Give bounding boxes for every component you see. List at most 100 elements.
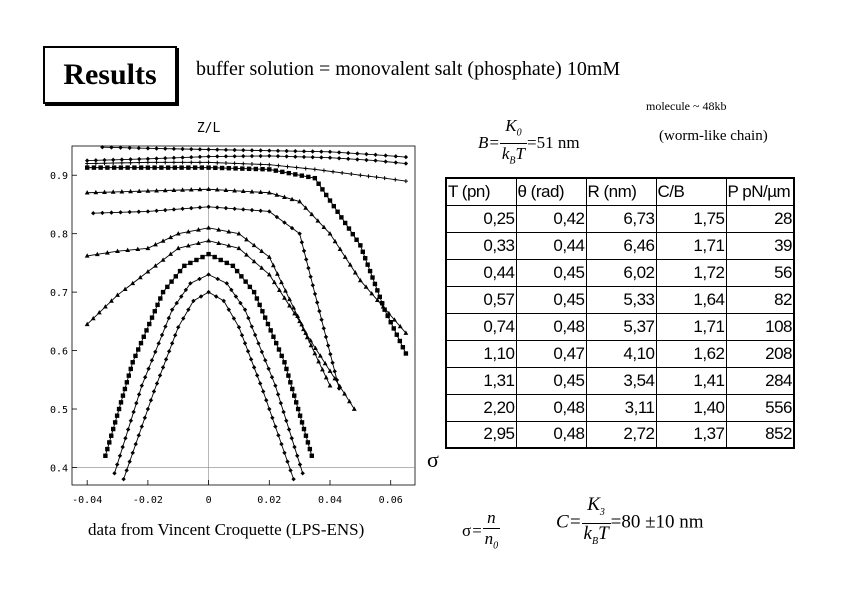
data-point [258,153,263,159]
y-tick-label: 0.7 [50,288,68,299]
data-point [232,188,238,193]
data-point [163,155,168,161]
data-point [117,453,123,458]
data-point [137,274,143,280]
data-point [278,400,284,406]
data-point [94,251,100,257]
data-point [226,243,232,248]
data-point [197,160,202,165]
data-point [271,279,277,285]
data-point [263,358,268,363]
data-point [120,444,125,450]
data-point [163,207,168,213]
data-point [145,146,151,151]
sigma-axis-label: σ [427,447,439,472]
data-point [110,157,116,163]
data-point [93,158,99,163]
data-point [102,161,107,166]
data-point [352,270,358,275]
data-point [288,468,293,473]
data-point [249,324,254,329]
data-point [206,204,211,209]
data-point [102,157,107,163]
data-point [273,340,279,346]
table-cell: 1,41 [655,366,727,395]
series-line [87,188,407,334]
data-point [285,164,290,169]
data-point [373,158,378,163]
data-point [233,294,239,299]
data-point [392,317,397,322]
data-point [230,263,236,269]
data-point [251,242,257,248]
data-point [259,349,265,355]
data-point [373,152,378,157]
data-point [267,167,272,172]
table-cell: 39 [725,231,795,260]
data-point [223,205,229,211]
data-point [297,231,302,236]
data-point [286,170,292,176]
data-point [347,398,352,404]
data-point [247,284,253,290]
model-note: (worm-like chain) [659,128,768,144]
data-point [380,301,385,306]
data-point [128,160,133,165]
data-point [121,476,126,482]
data-point [308,342,314,348]
data-point [98,165,103,170]
data-point [93,189,99,195]
data-point [206,238,211,243]
data-point [292,393,297,398]
data-point [295,453,300,458]
data-point [266,366,271,371]
data-point [169,341,175,346]
data-point [322,360,328,366]
data-point [119,160,124,165]
table-cell: 1,31 [445,366,517,395]
data-point [169,307,175,312]
data-point [403,154,409,160]
data-point [234,268,240,274]
data-point [283,288,288,293]
data-point [136,392,142,397]
data-point [160,289,166,295]
data-point [385,313,390,319]
data-point [154,208,159,213]
data-point [137,160,142,165]
data-point [245,349,251,354]
data-point [232,147,237,153]
data-point [355,157,360,162]
table-cell: 852 [725,420,795,449]
data-point [320,366,325,372]
data-point [107,440,112,445]
data-point [305,440,311,445]
x-tick-label: -0.04 [72,495,102,506]
header-theta: θ (rad) [515,177,587,206]
data-point [128,188,133,194]
data-point [180,146,185,152]
data-point [189,160,194,165]
data-point [374,175,379,180]
data-point [194,257,199,263]
data-point [173,333,178,338]
data-point [242,341,248,346]
data-point [105,250,110,255]
data-point [339,215,344,220]
data-point [118,400,124,405]
data-point [109,433,114,438]
data-point [383,159,388,164]
data-point [91,165,97,170]
buffer-subtitle: buffer solution = monovalent salt (phosp… [196,58,621,80]
data-point [238,300,243,306]
table-cell: 108 [725,312,795,341]
data-point [189,154,194,160]
data-point [273,424,278,429]
data-point [133,441,138,447]
data-point [118,210,123,215]
data-point [242,307,248,312]
data-point [267,148,272,153]
data-point [328,351,333,357]
data-point [360,249,365,254]
data-point [257,381,263,386]
